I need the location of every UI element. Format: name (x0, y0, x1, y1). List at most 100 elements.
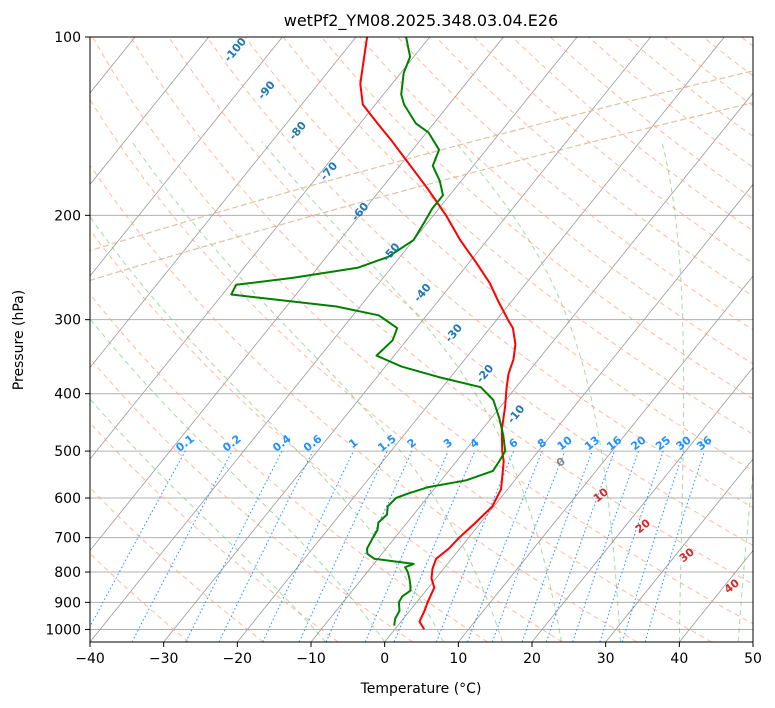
dry-adiabat-line (511, 37, 753, 232)
isotherm-line (90, 37, 578, 642)
mixing-ratio-line (435, 450, 515, 642)
x-tick-label: −30 (149, 651, 179, 667)
x-tick-label: −10 (296, 651, 326, 667)
mixing-ratio-line (621, 450, 685, 642)
mixing-ratio-line (599, 450, 664, 642)
x-tick-label: 0 (380, 651, 389, 667)
dry-adiabat-label: -70 (318, 159, 341, 183)
dry-adiabat-line (321, 37, 753, 400)
axis-layer: −40 −30 −20 −10 0 10 20 30 40 5010020030040050060… (45, 30, 762, 667)
dry-adiabat-line (244, 37, 753, 472)
mixing-ratio-label: 20 (628, 433, 648, 453)
dry-adiabat-line (90, 164, 638, 642)
y-tick-label: 500 (54, 444, 81, 460)
x-tick-label: 50 (744, 651, 762, 667)
isotherm-line (679, 549, 753, 642)
moist-adiabat-line (261, 140, 562, 642)
dry-adiabat-line (206, 37, 753, 509)
dry-adiabat-line (473, 37, 753, 264)
moist-adiabat-label: 20 (633, 516, 653, 536)
x-tick-label: −40 (75, 651, 105, 667)
mixing-ratio-line (572, 450, 640, 642)
moist-adiabat-line (131, 141, 503, 642)
mixing-ratio-line (393, 450, 476, 642)
moist-adiabat-label: 30 (677, 545, 697, 565)
dry-adiabat-line (702, 37, 753, 77)
isotherm-line (310, 92, 753, 642)
x-tick-label: 30 (597, 651, 615, 667)
y-tick-label: 200 (54, 208, 81, 224)
dry-adiabat-label: -80 (286, 119, 309, 143)
dry-adiabat-label: -20 (474, 362, 497, 386)
dry-adiabat-label: -10 (505, 402, 528, 426)
mixing-ratio-line (298, 450, 388, 642)
x-tick-label: 20 (523, 651, 541, 667)
dry-adiabat-label: -60 (349, 200, 372, 224)
y-tick-label: 1000 (45, 622, 81, 638)
y-tick-label: 800 (54, 565, 81, 581)
isotherm-line (605, 458, 753, 642)
mixing-ratio-label: 10 (555, 433, 575, 453)
dry-adiabat-line (130, 37, 753, 585)
y-axis-label: Pressure (hPa) (11, 290, 27, 390)
x-tick-label: 10 (449, 651, 467, 667)
isotherm-line (90, 37, 504, 552)
y-tick-label: 600 (54, 491, 81, 507)
isotherm-line (0, 37, 61, 642)
y-tick-label: 100 (54, 30, 81, 46)
mixing-ratio-label: 16 (604, 433, 624, 453)
dry-adiabat-label: -50 (380, 240, 403, 264)
isotherm-line (163, 37, 652, 642)
dry-adiabat-line (397, 37, 753, 331)
dry-adiabat-line (90, 98, 712, 642)
dry-adiabat-line (92, 37, 753, 625)
mixing-ratio-line (262, 450, 354, 642)
moist-adiabat-line (454, 140, 621, 642)
mixing-ratio-line (644, 450, 706, 642)
mixing-ratio-label: 8 (535, 436, 549, 451)
dry-adiabat-line (435, 37, 753, 297)
moist-adiabat-line (90, 398, 327, 642)
moist-adiabat-label: 0 (554, 455, 568, 470)
isotherm-line (458, 275, 753, 642)
mixing-ratio-label: 2 (405, 436, 419, 451)
isotherm-line (531, 366, 753, 642)
mixing-ratio-line (467, 450, 543, 642)
dry-adiabat-label: -30 (442, 321, 465, 345)
isotherm-line (237, 37, 725, 642)
profile-series-layer (230, 37, 517, 630)
mixing-ratio-label: 6 (507, 436, 521, 451)
dry-adiabat-line (90, 357, 414, 642)
dry-adiabat-line (90, 552, 190, 642)
isotherm-line (90, 37, 431, 460)
mixing-ratio-label: 25 (653, 434, 673, 454)
x-tick-label: −20 (223, 651, 253, 667)
mixing-ratio-line (131, 450, 233, 642)
moist-adiabat-line (90, 215, 445, 642)
y-tick-label: 300 (54, 313, 81, 329)
in-plot-label-layer: 0.1 0.2 0.4 0.6 1 1.5 2 3 4 6 8 10 13 16 20 25 30 36-100-… (173, 35, 742, 596)
mixing-ratio-label: 3 (441, 436, 455, 451)
moist-adiabat-line (737, 468, 753, 642)
y-tick-label: 700 (54, 531, 81, 547)
mixing-ratio-line (364, 450, 449, 642)
mixing-ratio-line (521, 450, 593, 642)
mixing-ratio-line (545, 450, 615, 642)
dry-adiabat-label: -40 (411, 281, 434, 305)
isotherm-line (90, 37, 283, 277)
x-axis-label: Temperature (°C) (360, 681, 482, 697)
y-tick-label: 400 (54, 387, 81, 403)
dry-adiabat-label: -90 (255, 78, 278, 102)
dry-adiabat-line (90, 487, 264, 642)
dry-adiabat-line (740, 37, 753, 47)
mixing-ratio-label: 30 (674, 433, 694, 453)
mixing-ratio-line (90, 450, 186, 628)
mixing-ratio-line (491, 450, 566, 642)
moist-adiabat-line (661, 141, 685, 642)
reference-curve-line (90, 102, 753, 281)
mixing-ratio-label: 4 (468, 436, 482, 451)
temperature-profile-line (359, 37, 517, 630)
isotherm-line (752, 641, 753, 642)
chart-title: wetPf2_YM08.2025.348.03.04.E26 (284, 11, 558, 31)
